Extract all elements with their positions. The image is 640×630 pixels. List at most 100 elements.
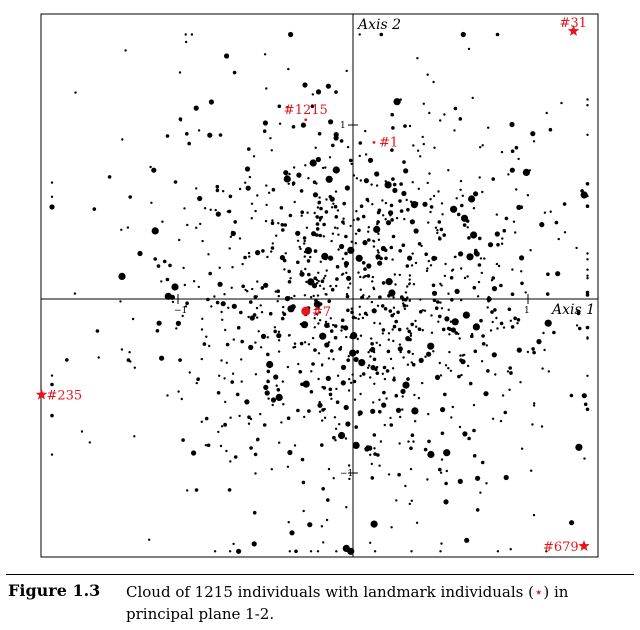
cloud-point bbox=[335, 277, 339, 281]
cloud-point bbox=[467, 436, 471, 441]
cloud-point bbox=[184, 40, 188, 44]
cloud-point bbox=[399, 415, 402, 419]
cloud-point bbox=[506, 370, 510, 373]
cloud-point bbox=[580, 189, 584, 193]
cloud-point bbox=[281, 228, 285, 232]
cloud-point bbox=[529, 249, 532, 252]
cloud-point bbox=[315, 222, 320, 226]
cloud-point bbox=[331, 143, 335, 148]
cloud-point bbox=[323, 416, 327, 419]
cloud-point bbox=[49, 204, 55, 210]
cloud-point bbox=[325, 375, 331, 381]
cloud-point bbox=[186, 489, 189, 492]
cloud-point bbox=[408, 299, 411, 302]
cloud-point bbox=[235, 392, 240, 397]
cloud-point bbox=[107, 175, 112, 179]
cloud-point bbox=[322, 222, 326, 227]
plot-frame bbox=[40, 13, 599, 558]
cloud-point bbox=[516, 322, 519, 325]
cloud-point bbox=[318, 284, 322, 287]
cloud-point bbox=[377, 251, 380, 254]
cloud-point bbox=[503, 474, 509, 481]
cloud-point bbox=[271, 403, 274, 407]
cloud-point bbox=[378, 295, 382, 300]
cloud-point bbox=[419, 155, 422, 158]
cloud-point bbox=[472, 454, 477, 458]
cloud-point bbox=[439, 301, 442, 304]
cloud-point bbox=[496, 243, 500, 247]
cloud-point bbox=[439, 374, 443, 377]
cloud-point bbox=[392, 187, 398, 193]
cloud-point bbox=[260, 333, 267, 339]
cloud-point bbox=[467, 47, 471, 51]
cloud-point bbox=[471, 96, 474, 100]
cloud-point bbox=[325, 198, 328, 201]
cloud-point bbox=[461, 194, 464, 197]
cloud-point bbox=[432, 194, 436, 198]
cloud-point bbox=[200, 420, 203, 423]
cloud-point bbox=[232, 70, 237, 75]
cloud-point bbox=[378, 409, 382, 414]
cloud-point bbox=[50, 453, 54, 456]
caption-text-end: ) in principal plane 1-2. bbox=[126, 583, 569, 623]
cloud-point bbox=[365, 197, 370, 202]
landmark-dot-3 bbox=[301, 306, 311, 316]
cloud-point bbox=[408, 274, 412, 277]
cloud-point bbox=[392, 378, 396, 382]
cloud-point bbox=[385, 369, 390, 373]
cloud-point bbox=[508, 388, 511, 391]
cloud-point bbox=[228, 550, 232, 553]
cloud-point bbox=[389, 423, 394, 427]
cloud-point bbox=[338, 347, 342, 351]
cloud-point bbox=[412, 144, 415, 147]
cloud-point bbox=[229, 460, 232, 463]
cloud-point bbox=[472, 285, 477, 290]
cloud-point bbox=[149, 165, 152, 169]
cloud-point bbox=[413, 393, 416, 397]
cloud-point bbox=[458, 251, 464, 257]
cloud-point bbox=[313, 317, 316, 320]
cloud-point bbox=[408, 502, 411, 506]
cloud-point bbox=[586, 274, 589, 277]
cloud-point bbox=[358, 141, 363, 145]
cloud-point bbox=[457, 374, 461, 379]
cloud-point bbox=[299, 247, 302, 251]
cloud-point bbox=[300, 382, 304, 387]
cloud-point bbox=[373, 225, 381, 233]
cloud-point bbox=[376, 304, 380, 307]
cloud-point bbox=[292, 166, 296, 169]
cloud-point bbox=[422, 102, 425, 106]
cloud-point bbox=[357, 410, 363, 416]
cloud-point bbox=[314, 299, 318, 303]
cloud-point bbox=[342, 222, 345, 225]
cloud-point bbox=[293, 200, 296, 204]
cloud-point bbox=[361, 214, 366, 219]
cloud-point bbox=[274, 290, 277, 293]
cloud-point bbox=[443, 499, 449, 505]
cloud-point bbox=[303, 341, 307, 344]
cloud-point bbox=[322, 277, 326, 280]
cloud-point bbox=[231, 372, 235, 375]
cloud-point bbox=[516, 204, 522, 210]
cloud-point bbox=[575, 443, 583, 451]
cloud-point bbox=[485, 344, 488, 347]
cloud-point bbox=[453, 129, 456, 132]
cloud-point bbox=[291, 181, 296, 185]
landmark-label-5: #679 bbox=[543, 540, 579, 555]
cloud-point bbox=[358, 33, 361, 36]
cloud-point bbox=[74, 91, 77, 94]
cloud-point bbox=[397, 346, 403, 352]
cloud-point bbox=[491, 352, 497, 358]
cloud-point bbox=[381, 332, 384, 335]
cloud-point bbox=[327, 322, 330, 326]
cloud-point bbox=[254, 341, 257, 344]
cloud-point bbox=[281, 380, 284, 383]
cloud-point bbox=[436, 300, 440, 304]
cloud-point bbox=[491, 276, 496, 280]
cloud-point bbox=[283, 175, 291, 183]
cloud-point bbox=[246, 290, 249, 293]
cloud-point bbox=[495, 213, 498, 216]
cloud-point bbox=[509, 167, 515, 173]
cloud-point bbox=[410, 499, 413, 502]
cloud-point bbox=[73, 292, 77, 295]
